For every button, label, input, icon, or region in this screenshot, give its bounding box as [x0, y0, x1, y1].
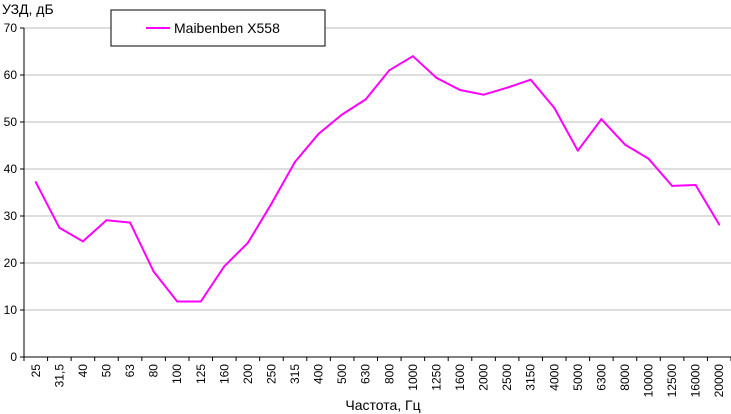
y-tick-label: 10: [4, 303, 18, 317]
data-point: [671, 184, 674, 187]
data-point: [435, 76, 438, 79]
data-point: [647, 157, 650, 160]
legend: Maibenben X558: [110, 9, 326, 47]
data-point: [317, 132, 320, 135]
data-point: [294, 160, 297, 163]
x-tick-label: 80: [147, 364, 161, 378]
y-axis-ticks: 0 10 20 30 40 50 60 70: [4, 21, 24, 364]
x-tick-label: 40: [76, 364, 90, 378]
y-tick-label: 50: [4, 115, 18, 129]
x-tick-label: 160: [217, 364, 231, 384]
x-tick-label: 630: [359, 364, 373, 384]
data-point: [58, 226, 61, 229]
x-tick-label: 25: [29, 364, 43, 378]
data-point: [600, 118, 603, 121]
x-tick-label: 200: [241, 364, 255, 384]
x-tick-label: 1000: [406, 364, 420, 391]
x-tick-label: 10000: [642, 364, 656, 398]
x-tick-label: 3150: [524, 364, 538, 391]
x-tick-label: 5000: [571, 364, 585, 391]
x-tick-label: 4000: [547, 364, 561, 391]
data-point: [152, 270, 155, 273]
data-point: [506, 86, 509, 89]
x-tick-label: 100: [170, 364, 184, 384]
data-point: [176, 300, 179, 303]
data-point: [81, 240, 84, 243]
data-point: [388, 69, 391, 72]
x-tick-label: 16000: [689, 364, 703, 398]
data-point: [576, 149, 579, 152]
data-point: [34, 181, 37, 184]
x-tick-label: 50: [99, 364, 113, 378]
y-tick-label: 60: [4, 68, 18, 82]
data-point: [482, 93, 485, 96]
x-tick-label: 250: [264, 364, 278, 384]
x-tick-label: 2500: [500, 364, 514, 391]
legend-label: Maibenben X558: [174, 20, 280, 36]
data-point: [553, 106, 556, 109]
x-axis-ticks: 25 31,5 40 50 63 80 100 125 160 200 250 315 400 500 63…: [23, 357, 731, 398]
data-point: [411, 55, 414, 58]
data-point: [364, 98, 367, 101]
data-point: [199, 300, 202, 303]
x-tick-label: 31,5: [52, 364, 66, 388]
x-tick-label: 500: [335, 364, 349, 384]
gridlines: [24, 27, 731, 311]
x-tick-label: 8000: [618, 364, 632, 391]
x-axis-title: Частота, Гц: [345, 397, 420, 413]
data-point: [246, 241, 249, 244]
data-point: [529, 78, 532, 81]
data-point: [694, 183, 697, 186]
y-tick-label: 70: [4, 21, 18, 35]
y-tick-label: 0: [10, 350, 17, 364]
data-point: [129, 221, 132, 224]
x-tick-label: 20000: [712, 364, 726, 398]
x-tick-label: 400: [312, 364, 326, 384]
x-tick-label: 1250: [429, 364, 443, 391]
data-point: [718, 223, 721, 226]
x-tick-label: 6300: [594, 364, 608, 391]
x-tick-label: 2000: [477, 364, 491, 391]
x-tick-label: 1600: [453, 364, 467, 391]
y-axis-title: УЗД, дБ: [2, 1, 54, 17]
y-tick-label: 30: [4, 209, 18, 223]
data-point: [458, 89, 461, 92]
data-point: [623, 143, 626, 146]
x-tick-label: 125: [194, 364, 208, 384]
y-tick-label: 40: [4, 162, 18, 176]
data-point: [341, 113, 344, 116]
x-tick-label: 12500: [665, 364, 679, 398]
y-tick-label: 20: [4, 256, 18, 270]
data-point: [223, 265, 226, 268]
series-line-0: [34, 55, 721, 303]
data-point: [270, 202, 273, 205]
x-tick-label: 315: [288, 364, 302, 384]
data-point: [105, 219, 108, 222]
x-tick-label: 800: [382, 364, 396, 384]
series-layer: [34, 55, 721, 303]
x-tick-label: 63: [123, 364, 137, 378]
